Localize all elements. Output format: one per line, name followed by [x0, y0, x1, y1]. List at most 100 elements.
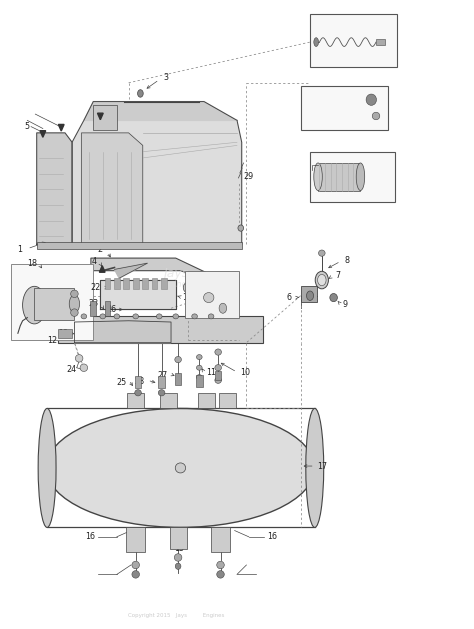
Ellipse shape — [71, 309, 78, 316]
Polygon shape — [100, 265, 105, 272]
Text: 29: 29 — [244, 172, 254, 181]
Text: 21: 21 — [375, 89, 385, 98]
Text: 13: 13 — [182, 293, 192, 302]
Bar — [310, 14, 397, 67]
Text: 4: 4 — [91, 257, 96, 267]
Text: Accessories: Accessories — [322, 95, 359, 100]
Ellipse shape — [192, 314, 197, 319]
Ellipse shape — [307, 291, 314, 301]
Ellipse shape — [132, 571, 139, 578]
Polygon shape — [82, 133, 143, 244]
Ellipse shape — [133, 314, 138, 319]
Ellipse shape — [132, 561, 139, 569]
Ellipse shape — [314, 163, 322, 191]
Text: 10: 10 — [240, 368, 250, 377]
Ellipse shape — [315, 271, 328, 289]
Ellipse shape — [173, 314, 179, 319]
Bar — [170, 527, 187, 549]
Ellipse shape — [81, 314, 87, 319]
Ellipse shape — [197, 355, 202, 360]
Text: 5: 5 — [25, 122, 30, 131]
Ellipse shape — [100, 314, 106, 319]
Bar — [219, 392, 236, 408]
Bar — [142, 278, 148, 289]
Text: 33: 33 — [382, 157, 391, 166]
Bar — [301, 286, 317, 302]
Ellipse shape — [203, 292, 214, 303]
Text: 25: 25 — [116, 377, 126, 387]
Text: Copyright 2015   Jays         Engines: Copyright 2015 Jays Engines — [128, 613, 224, 618]
Text: 9: 9 — [343, 300, 348, 309]
Polygon shape — [74, 321, 171, 343]
Ellipse shape — [156, 314, 162, 319]
Ellipse shape — [215, 349, 221, 355]
Ellipse shape — [330, 294, 337, 302]
Ellipse shape — [75, 355, 83, 362]
Text: 3: 3 — [164, 74, 169, 82]
Polygon shape — [58, 125, 64, 131]
Ellipse shape — [197, 375, 202, 380]
Text: 20: 20 — [315, 16, 324, 25]
Ellipse shape — [318, 274, 326, 286]
Text: 27: 27 — [157, 370, 168, 380]
Ellipse shape — [135, 389, 141, 396]
Bar — [161, 278, 167, 289]
Text: Jays: Jays — [163, 267, 188, 281]
Ellipse shape — [217, 561, 224, 569]
Ellipse shape — [137, 90, 143, 97]
Bar — [196, 376, 202, 386]
Bar — [318, 163, 360, 191]
Text: 11: 11 — [207, 368, 217, 377]
Ellipse shape — [356, 163, 365, 191]
Ellipse shape — [197, 365, 202, 370]
Bar — [35, 288, 74, 320]
Bar — [105, 301, 110, 316]
Ellipse shape — [175, 563, 181, 569]
Text: 28: 28 — [135, 377, 145, 386]
Text: Accessoires: Accessoires — [322, 103, 358, 107]
Polygon shape — [84, 102, 237, 120]
Bar — [105, 278, 110, 289]
Bar — [175, 374, 182, 385]
Ellipse shape — [215, 365, 221, 371]
Text: 2: 2 — [98, 245, 103, 255]
Text: 14: 14 — [223, 306, 233, 315]
Text: Engines: Engines — [159, 280, 192, 289]
Text: 33: 33 — [383, 156, 392, 165]
Ellipse shape — [238, 225, 244, 231]
Bar — [198, 392, 215, 408]
Bar — [114, 278, 119, 289]
Bar — [160, 392, 177, 408]
Ellipse shape — [217, 571, 224, 578]
Ellipse shape — [46, 408, 315, 527]
Ellipse shape — [215, 377, 221, 384]
Text: 26: 26 — [106, 305, 116, 314]
Ellipse shape — [175, 357, 182, 363]
Bar — [211, 527, 230, 552]
Ellipse shape — [69, 295, 80, 313]
Bar — [123, 278, 129, 289]
Bar — [58, 316, 263, 343]
Ellipse shape — [319, 250, 325, 256]
Text: 32: 32 — [329, 20, 338, 29]
Bar — [301, 86, 388, 130]
Ellipse shape — [219, 303, 227, 313]
Text: 15: 15 — [174, 543, 184, 553]
Ellipse shape — [203, 301, 209, 307]
Polygon shape — [100, 280, 176, 309]
Text: 8: 8 — [344, 255, 349, 265]
Bar — [152, 278, 157, 289]
Ellipse shape — [23, 286, 46, 324]
Bar — [36, 243, 242, 248]
Text: 12: 12 — [47, 337, 57, 345]
Text: 21: 21 — [374, 91, 384, 101]
Bar — [185, 270, 239, 318]
Bar — [158, 376, 165, 388]
Ellipse shape — [208, 314, 214, 319]
Bar — [127, 392, 144, 408]
Ellipse shape — [71, 290, 78, 298]
Text: 24: 24 — [66, 365, 76, 374]
Bar — [133, 278, 138, 289]
Bar — [58, 329, 72, 338]
Polygon shape — [40, 131, 46, 137]
